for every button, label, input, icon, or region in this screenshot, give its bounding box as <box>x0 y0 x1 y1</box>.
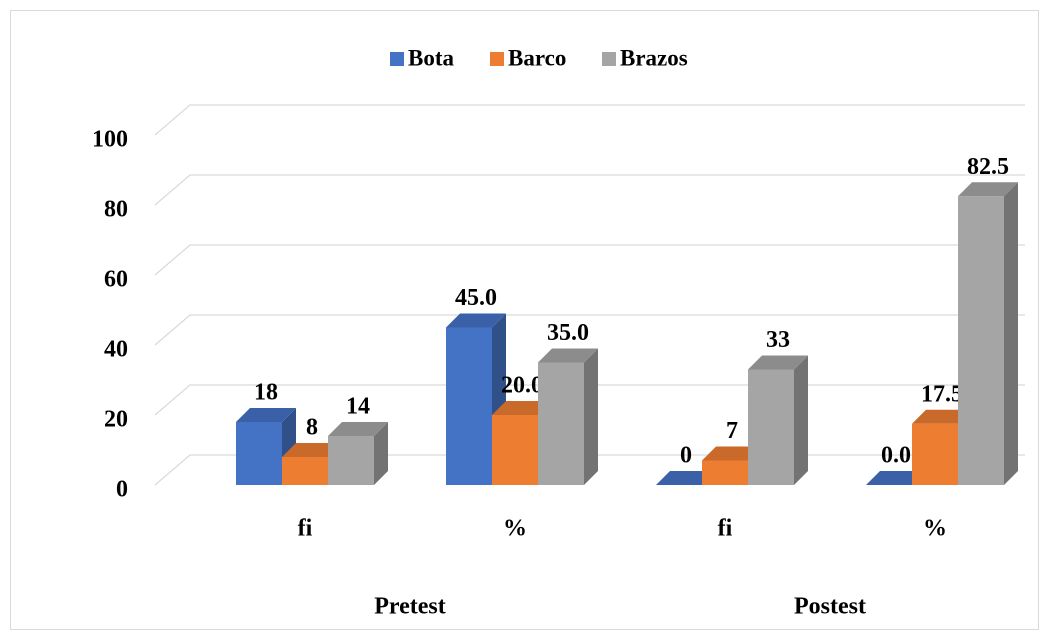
y-tick-label: 40 <box>104 337 128 363</box>
legend-swatch <box>602 52 616 66</box>
bar <box>538 348 598 485</box>
bar <box>866 471 926 485</box>
bar-top <box>748 355 808 370</box>
bar-front <box>702 460 748 485</box>
bar-front <box>958 196 1004 485</box>
bar-side <box>584 348 598 485</box>
bar-top <box>328 422 388 436</box>
bar-top <box>702 446 762 461</box>
bar-front <box>282 457 328 485</box>
data-label: 0 <box>680 443 692 469</box>
bar-side <box>374 422 388 485</box>
grid-line <box>154 244 1025 276</box>
bar <box>656 471 716 485</box>
grid-line <box>154 104 1025 136</box>
group-label: Postest <box>794 594 866 620</box>
bar-side <box>794 355 808 485</box>
data-label: 17.5 <box>921 381 963 407</box>
grid-line <box>154 384 1025 416</box>
bar-top <box>958 182 1018 197</box>
data-label: 33 <box>766 327 790 353</box>
data-label: 7 <box>726 418 738 444</box>
bar <box>748 355 808 485</box>
y-tick-label: 80 <box>104 197 128 223</box>
bar <box>958 182 1018 485</box>
bar <box>328 422 388 485</box>
group-label: Pretest <box>374 594 446 620</box>
legend-label: Brazos <box>620 45 688 70</box>
legend-label: Bota <box>408 45 455 70</box>
bar-top <box>282 443 342 457</box>
legend-label: Barco <box>508 45 566 70</box>
bar-top <box>538 348 598 363</box>
bar-top <box>446 313 506 328</box>
x-tick-label: fi <box>298 516 313 542</box>
bar-front <box>492 415 538 485</box>
bar-front <box>236 422 282 485</box>
data-label: 82.5 <box>967 154 1009 180</box>
data-label: 45.0 <box>455 285 497 311</box>
bar-front <box>538 362 584 485</box>
bar-front <box>328 436 374 485</box>
data-label: 35.0 <box>547 320 589 346</box>
y-tick-label: 60 <box>104 267 128 293</box>
y-tick-label: 0 <box>116 477 128 503</box>
data-label: 8 <box>306 415 318 441</box>
x-tick-label: fi <box>718 516 733 542</box>
y-tick-label: 100 <box>92 127 128 153</box>
bar-top <box>866 471 926 485</box>
grid-line <box>154 174 1025 206</box>
bar-front <box>748 369 794 485</box>
bar-top <box>236 408 296 422</box>
data-label: 0.0 <box>881 443 911 469</box>
legend-swatch <box>390 52 404 66</box>
data-label: 20.0 <box>501 373 543 399</box>
x-tick-label: % <box>923 516 947 542</box>
bar-top <box>912 409 972 424</box>
bar-front <box>446 327 492 485</box>
legend-swatch <box>490 52 504 66</box>
grid-line <box>154 314 1025 346</box>
chart-border <box>10 10 1039 630</box>
y-tick-label: 20 <box>104 407 128 433</box>
bar-top <box>492 401 552 415</box>
bar-side <box>1004 182 1018 485</box>
x-tick-label: % <box>503 516 527 542</box>
bar-top <box>656 471 716 485</box>
bar-front <box>912 423 958 485</box>
data-label: 18 <box>254 380 278 406</box>
data-label: 14 <box>346 394 370 420</box>
